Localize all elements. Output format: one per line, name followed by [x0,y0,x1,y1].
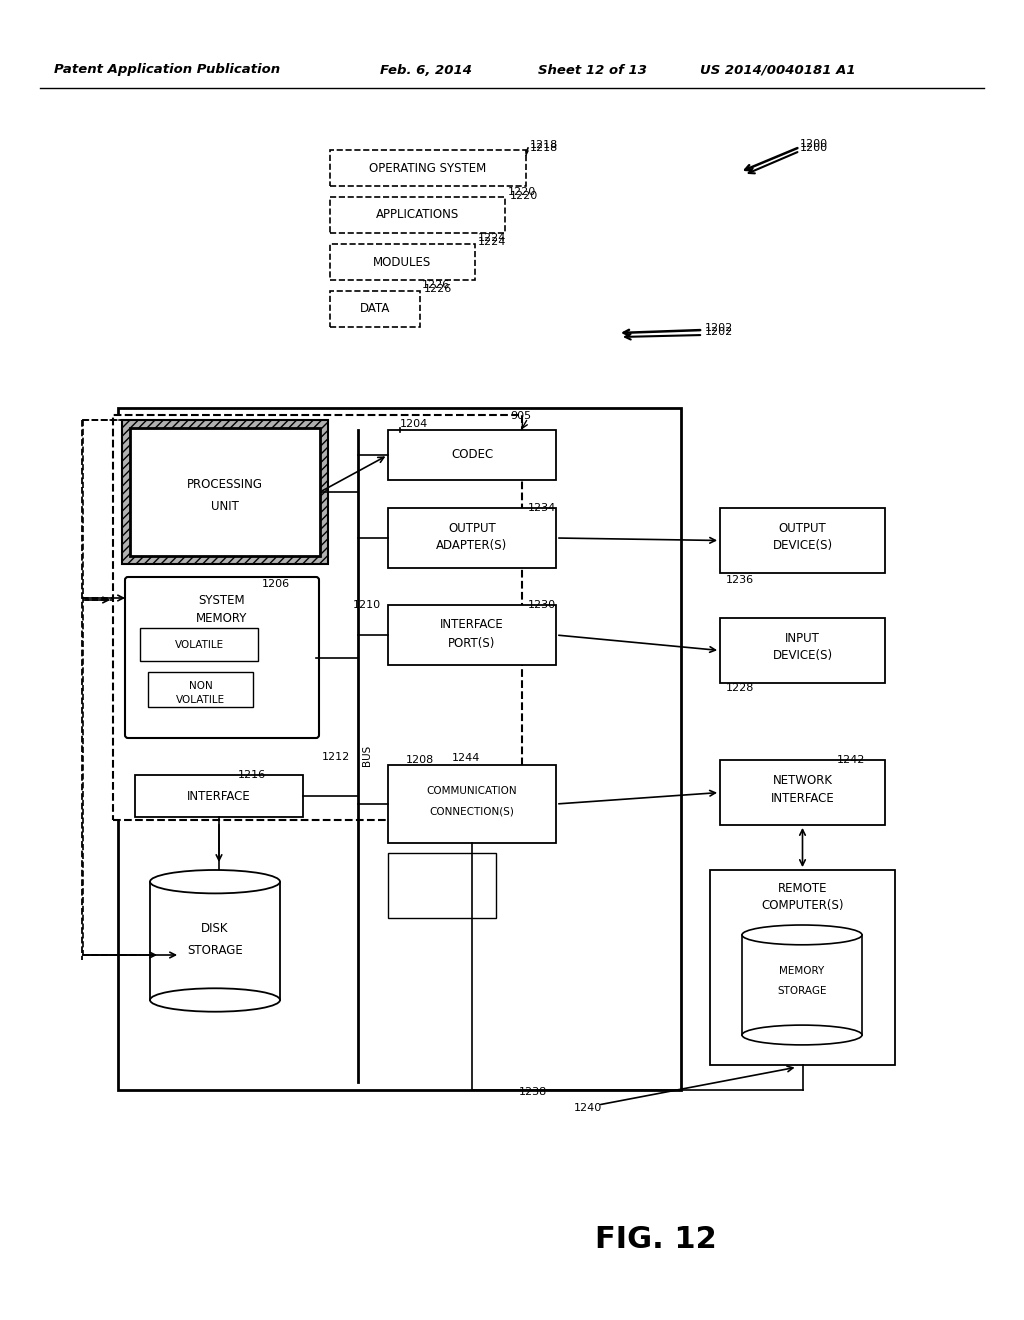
Text: 1236: 1236 [726,576,754,585]
Text: INTERFACE: INTERFACE [187,789,251,803]
Text: VOLATILE: VOLATILE [176,696,225,705]
Text: INTERFACE: INTERFACE [771,792,835,804]
Text: 1242: 1242 [837,755,865,766]
Text: 1200: 1200 [800,143,828,153]
Bar [388,605,556,665]
Text: DATA: DATA [359,302,390,315]
Text: DEVICE(S): DEVICE(S) [772,540,833,553]
Text: BUS: BUS [362,744,372,766]
Text: OPERATING SYSTEM: OPERATING SYSTEM [370,161,486,174]
Text: MEMORY: MEMORY [779,966,824,977]
Text: 1202: 1202 [705,323,733,333]
Bar [130,428,319,556]
Bar [140,628,258,661]
Bar [150,882,280,1001]
Text: NON: NON [188,681,212,690]
Text: 1218: 1218 [530,143,558,153]
Text: DISK: DISK [202,921,228,935]
Text: 1206: 1206 [262,579,290,589]
Text: ADAPTER(S): ADAPTER(S) [436,540,508,553]
Text: UNIT: UNIT [211,499,239,512]
FancyBboxPatch shape [125,577,319,738]
Text: CONNECTION(S): CONNECTION(S) [429,807,514,816]
Bar [720,508,885,573]
Text: VOLATILE: VOLATILE [174,639,223,649]
Ellipse shape [150,989,280,1011]
Text: 1202: 1202 [705,327,733,337]
Bar [330,150,526,186]
Text: 1210: 1210 [353,601,381,610]
Bar [742,935,862,1035]
Text: DEVICE(S): DEVICE(S) [772,649,833,663]
Bar [148,672,253,708]
Text: 1218: 1218 [530,140,558,150]
Text: APPLICATIONS: APPLICATIONS [376,209,459,222]
Bar [122,420,328,564]
Text: 1216: 1216 [238,770,266,780]
Text: Patent Application Publication: Patent Application Publication [54,63,281,77]
Ellipse shape [742,925,862,945]
Text: 1208: 1208 [406,755,434,766]
Bar [710,870,895,1065]
Bar [388,853,496,917]
Text: OUTPUT: OUTPUT [449,521,496,535]
Bar [720,760,885,825]
Text: Sheet 12 of 13: Sheet 12 of 13 [538,63,647,77]
Text: COMPUTER(S): COMPUTER(S) [761,899,844,912]
Text: SYSTEM: SYSTEM [199,594,246,606]
Text: 1220: 1220 [510,191,539,201]
Text: 1228: 1228 [726,682,755,693]
Bar [330,197,505,234]
Bar [135,775,303,817]
Text: INTERFACE: INTERFACE [440,619,504,631]
Text: 1224: 1224 [478,238,507,247]
Text: OUTPUT: OUTPUT [778,521,826,535]
Text: STORAGE: STORAGE [187,944,243,957]
Text: COMMUNICATION: COMMUNICATION [427,785,517,796]
Text: NETWORK: NETWORK [772,774,833,787]
Bar [388,508,556,568]
Text: PORT(S): PORT(S) [449,636,496,649]
Bar [720,618,885,682]
Text: INPUT: INPUT [785,631,820,644]
Text: MODULES: MODULES [374,256,432,268]
Bar [330,244,475,280]
Text: CODEC: CODEC [451,449,494,462]
Text: STORAGE: STORAGE [777,986,826,997]
Text: 1212: 1212 [322,752,350,762]
Text: 1226: 1226 [424,284,453,294]
Text: 1234: 1234 [528,503,556,513]
Text: Feb. 6, 2014: Feb. 6, 2014 [380,63,472,77]
Text: US 2014/0040181 A1: US 2014/0040181 A1 [700,63,856,77]
Text: 1200: 1200 [800,139,828,149]
Ellipse shape [742,1026,862,1045]
Text: 1244: 1244 [452,752,480,763]
Bar [330,290,420,327]
Bar [388,766,556,843]
Bar [113,414,522,820]
Text: 1230: 1230 [528,601,556,610]
Text: 1240: 1240 [574,1104,602,1113]
Text: 1204: 1204 [400,418,428,429]
Text: MEMORY: MEMORY [197,611,248,624]
Text: 905: 905 [510,411,531,421]
Bar [388,430,556,480]
Ellipse shape [150,870,280,894]
Text: 1220: 1220 [508,187,537,197]
Text: FIG. 12: FIG. 12 [595,1225,717,1254]
Text: 1224: 1224 [478,234,507,243]
Text: PROCESSING: PROCESSING [187,478,263,491]
Text: 1214: 1214 [228,993,256,1003]
Text: REMOTE: REMOTE [778,882,827,895]
Bar [118,408,681,1090]
Text: 1226: 1226 [422,280,451,290]
Text: 1238: 1238 [519,1086,547,1097]
